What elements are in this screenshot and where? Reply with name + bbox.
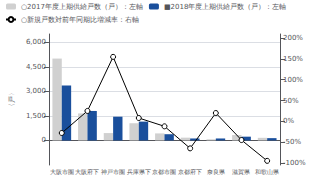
svg-text:0: 0: [41, 136, 45, 144]
svg-text:200%: 200%: [283, 34, 303, 42]
svg-text:奈良県: 奈良県: [207, 168, 225, 175]
svg-text:○2017年度上期供給戸数（戸）：左軸: ○2017年度上期供給戸数（戸）：左軸: [21, 3, 143, 11]
svg-text:兵庫県下: 兵庫県下: [127, 168, 151, 175]
svg-text:100%: 100%: [283, 76, 303, 84]
svg-text:3,000: 3,000: [26, 87, 46, 95]
svg-text:50%: 50%: [283, 97, 299, 105]
svg-text:■2018年度上期供給戸数（戸）：左軸: ■2018年度上期供給戸数（戸）：左軸: [164, 3, 286, 11]
svg-text:滋賀県: 滋賀県: [232, 168, 250, 176]
svg-text:150%: 150%: [283, 55, 303, 63]
svg-text:-100%: -100%: [283, 159, 306, 167]
svg-text:京都府下: 京都府下: [178, 168, 202, 175]
svg-text:0%: 0%: [283, 117, 294, 125]
svg-text:1,500: 1,500: [26, 112, 46, 120]
svg-text:6,000: 6,000: [26, 38, 46, 46]
svg-text:大阪府下: 大阪府下: [75, 168, 99, 175]
svg-text:4,500: 4,500: [26, 63, 46, 71]
svg-text:神戸市圏: 神戸市圏: [101, 168, 125, 175]
svg-text:京都市圏: 京都市圏: [152, 168, 176, 175]
svg-text:○新規戸数対前年同期比増減率：右軸: ○新規戸数対前年同期比増減率：右軸: [21, 15, 139, 24]
svg-text:和歌山県: 和歌山県: [255, 168, 279, 175]
svg-text:大阪市圏: 大阪市圏: [50, 168, 74, 175]
svg-text:〈戸〉: 〈戸〉: [8, 89, 16, 110]
svg-text:-50%: -50%: [283, 138, 301, 146]
